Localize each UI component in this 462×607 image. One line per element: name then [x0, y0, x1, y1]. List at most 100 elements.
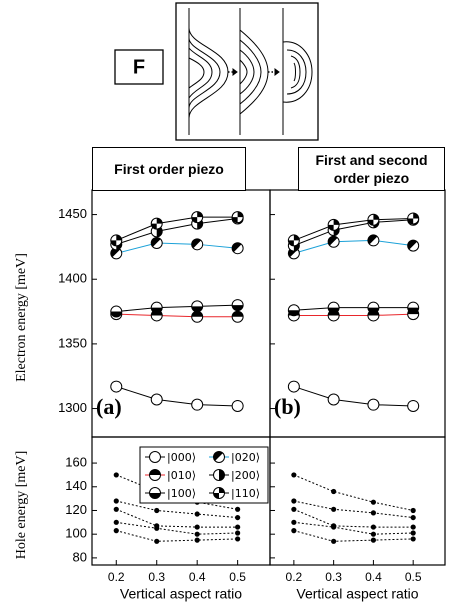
marker-dot	[235, 524, 241, 530]
marker-fill	[288, 240, 294, 246]
marker-circle	[287, 380, 300, 393]
marker	[407, 301, 420, 314]
marker-dot	[235, 530, 241, 536]
marker-fill	[367, 234, 378, 245]
marker	[154, 507, 160, 514]
marker-circle	[150, 393, 163, 406]
y-tick-label: 80	[73, 549, 87, 564]
marker	[150, 217, 163, 230]
marker-fill	[110, 247, 121, 258]
marker	[410, 507, 416, 514]
marker-circle	[367, 398, 380, 411]
marker	[410, 530, 416, 536]
marker	[367, 213, 380, 226]
series-line	[293, 500, 414, 519]
marker	[113, 472, 119, 478]
marker	[407, 239, 420, 252]
marker	[110, 380, 123, 393]
marker-dot	[370, 510, 377, 516]
marker-fill	[367, 307, 379, 314]
marker-dot	[194, 511, 200, 517]
marker	[410, 536, 416, 542]
x-axis-label: Vertical aspect ratio	[120, 586, 242, 602]
marker-dot	[410, 524, 416, 530]
marker	[287, 380, 300, 393]
marker-fill	[110, 240, 117, 246]
marker-fill	[293, 234, 300, 241]
series-line	[293, 217, 414, 241]
marker-fill	[156, 218, 163, 224]
marker	[370, 524, 377, 530]
marker-fill	[367, 219, 374, 226]
marker-circle	[191, 398, 204, 411]
marker-dot	[235, 506, 241, 512]
marker-dot	[291, 498, 297, 504]
legend-marker	[213, 469, 225, 481]
y-tick-label: 100	[65, 526, 87, 541]
legend-label: |200⟩	[231, 469, 260, 482]
shape-diagram	[175, 2, 319, 141]
series-line	[293, 521, 414, 535]
legend-marker	[149, 469, 161, 481]
marker-fill	[232, 242, 242, 253]
marker-dot	[291, 472, 297, 478]
marker-fill	[191, 217, 198, 223]
marker	[327, 301, 340, 314]
marker	[113, 498, 119, 504]
series-line	[116, 216, 238, 241]
legend-marker	[149, 451, 161, 463]
series-line	[116, 508, 238, 528]
marker-dot	[331, 506, 337, 512]
series-line	[116, 386, 238, 407]
marker	[291, 498, 297, 504]
marker	[235, 506, 241, 512]
marker-fill	[328, 236, 338, 246]
marker-fill	[213, 451, 223, 461]
marker-dot	[370, 499, 377, 505]
marker-fill	[110, 311, 122, 318]
marker-dot	[154, 507, 160, 514]
marker-fill	[232, 217, 238, 223]
marker-fill	[407, 307, 419, 314]
marker-dot	[113, 506, 119, 512]
marker-dot	[291, 506, 297, 512]
marker	[370, 499, 377, 505]
plot-frame	[269, 436, 446, 566]
marker	[327, 235, 340, 248]
legend-marker	[213, 451, 225, 463]
series-line	[293, 530, 414, 542]
legend-label: |110⟩	[231, 487, 260, 500]
marker	[410, 514, 416, 521]
marker	[154, 538, 160, 544]
series-line	[116, 217, 238, 245]
marker-dot	[113, 472, 119, 478]
marker	[235, 536, 241, 542]
marker	[110, 305, 123, 318]
marker	[287, 234, 300, 247]
marker	[370, 531, 377, 537]
marker-fill	[151, 223, 157, 230]
marker	[191, 300, 204, 313]
marker	[407, 399, 420, 412]
legend-label: |020⟩	[231, 451, 260, 464]
marker	[291, 528, 297, 534]
marker	[407, 212, 420, 225]
marker-circle	[149, 451, 161, 463]
marker	[235, 514, 241, 521]
y-tick-label: 1450	[58, 206, 87, 221]
legend-marker	[213, 487, 225, 499]
marker-dot	[235, 514, 241, 521]
marker-circle	[231, 399, 244, 412]
marker-fill	[219, 469, 225, 481]
x-tick-label: 0.5	[405, 570, 422, 584]
marker-dot	[235, 536, 241, 542]
series-line	[116, 242, 238, 254]
x-tick-label: 0.4	[189, 570, 206, 584]
marker-fill	[149, 493, 161, 499]
marker	[231, 399, 244, 412]
marker-dot	[291, 528, 297, 534]
x-axis-label: Vertical aspect ratio	[296, 586, 418, 602]
marker-fill	[407, 218, 414, 224]
marker-dot	[194, 524, 200, 530]
